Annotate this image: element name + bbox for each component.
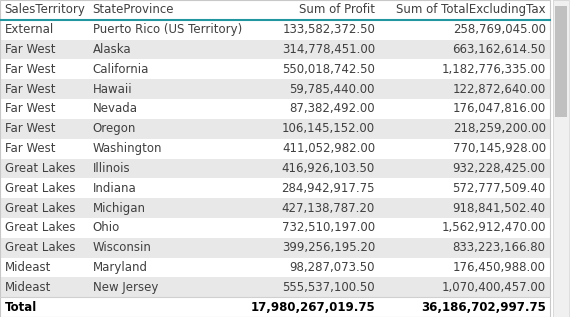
Text: 284,942,917.75: 284,942,917.75 xyxy=(281,182,375,195)
Text: 932,228,425.00: 932,228,425.00 xyxy=(452,162,546,175)
Text: Maryland: Maryland xyxy=(93,261,148,274)
Text: Great Lakes: Great Lakes xyxy=(5,221,75,234)
FancyBboxPatch shape xyxy=(0,238,550,257)
FancyBboxPatch shape xyxy=(0,40,550,60)
Text: 314,778,451.00: 314,778,451.00 xyxy=(282,43,375,56)
Text: Far West: Far West xyxy=(5,142,55,155)
FancyBboxPatch shape xyxy=(0,158,550,178)
Text: Far West: Far West xyxy=(5,63,55,76)
Text: 59,785,440.00: 59,785,440.00 xyxy=(289,83,375,96)
Text: Nevada: Nevada xyxy=(93,102,138,115)
Text: Great Lakes: Great Lakes xyxy=(5,241,75,254)
Text: Ohio: Ohio xyxy=(93,221,120,234)
FancyBboxPatch shape xyxy=(553,0,569,317)
Text: Wisconsin: Wisconsin xyxy=(93,241,152,254)
Text: Illinois: Illinois xyxy=(93,162,130,175)
FancyBboxPatch shape xyxy=(0,139,550,158)
Text: Indiana: Indiana xyxy=(93,182,136,195)
FancyBboxPatch shape xyxy=(0,60,550,79)
Text: StateProvince: StateProvince xyxy=(93,3,174,16)
Text: 1,182,776,335.00: 1,182,776,335.00 xyxy=(442,63,546,76)
FancyBboxPatch shape xyxy=(0,178,550,198)
Text: External: External xyxy=(5,23,54,36)
Text: New Jersey: New Jersey xyxy=(93,281,158,294)
Text: 416,926,103.50: 416,926,103.50 xyxy=(282,162,375,175)
Text: 732,510,197.00: 732,510,197.00 xyxy=(282,221,375,234)
FancyBboxPatch shape xyxy=(0,99,550,119)
FancyBboxPatch shape xyxy=(0,257,550,277)
Text: 258,769,045.00: 258,769,045.00 xyxy=(452,23,546,36)
FancyBboxPatch shape xyxy=(0,119,550,139)
Text: 411,052,982.00: 411,052,982.00 xyxy=(282,142,375,155)
FancyBboxPatch shape xyxy=(0,218,550,238)
Text: 1,562,912,470.00: 1,562,912,470.00 xyxy=(441,221,546,234)
Text: 36,186,702,997.75: 36,186,702,997.75 xyxy=(421,301,546,314)
Text: Far West: Far West xyxy=(5,122,55,135)
Text: Great Lakes: Great Lakes xyxy=(5,182,75,195)
FancyBboxPatch shape xyxy=(0,79,550,99)
Text: Total: Total xyxy=(5,301,37,314)
FancyBboxPatch shape xyxy=(0,198,550,218)
Text: SalesTerritory: SalesTerritory xyxy=(5,3,85,16)
Text: Far West: Far West xyxy=(5,83,55,96)
Text: 87,382,492.00: 87,382,492.00 xyxy=(289,102,375,115)
Text: Washington: Washington xyxy=(93,142,162,155)
Text: 122,872,640.00: 122,872,640.00 xyxy=(452,83,546,96)
Text: Hawaii: Hawaii xyxy=(93,83,132,96)
Text: Mideast: Mideast xyxy=(5,281,51,294)
Text: Sum of Profit: Sum of Profit xyxy=(299,3,375,16)
Text: 770,145,928.00: 770,145,928.00 xyxy=(452,142,546,155)
Text: 663,162,614.50: 663,162,614.50 xyxy=(452,43,546,56)
Text: 17,980,267,019.75: 17,980,267,019.75 xyxy=(251,301,375,314)
Text: 918,841,502.40: 918,841,502.40 xyxy=(452,202,546,215)
Text: 399,256,195.20: 399,256,195.20 xyxy=(282,241,375,254)
Text: 555,537,100.50: 555,537,100.50 xyxy=(283,281,375,294)
Text: Great Lakes: Great Lakes xyxy=(5,202,75,215)
Text: 550,018,742.50: 550,018,742.50 xyxy=(282,63,375,76)
Text: 106,145,152.00: 106,145,152.00 xyxy=(282,122,375,135)
Text: Oregon: Oregon xyxy=(93,122,136,135)
FancyBboxPatch shape xyxy=(0,277,550,297)
FancyBboxPatch shape xyxy=(555,6,567,117)
Text: 176,047,816.00: 176,047,816.00 xyxy=(452,102,546,115)
Text: California: California xyxy=(93,63,149,76)
Text: Sum of TotalExcludingTax: Sum of TotalExcludingTax xyxy=(396,3,546,16)
FancyBboxPatch shape xyxy=(0,0,550,20)
Text: Far West: Far West xyxy=(5,102,55,115)
Text: Michigan: Michigan xyxy=(93,202,146,215)
Text: 133,582,372.50: 133,582,372.50 xyxy=(282,23,375,36)
Text: Great Lakes: Great Lakes xyxy=(5,162,75,175)
Text: Mideast: Mideast xyxy=(5,261,51,274)
Text: 98,287,073.50: 98,287,073.50 xyxy=(289,261,375,274)
Text: 176,450,988.00: 176,450,988.00 xyxy=(452,261,546,274)
Text: 833,223,166.80: 833,223,166.80 xyxy=(452,241,546,254)
Text: 1,070,400,457.00: 1,070,400,457.00 xyxy=(442,281,546,294)
Text: 572,777,509.40: 572,777,509.40 xyxy=(452,182,546,195)
FancyBboxPatch shape xyxy=(0,20,550,40)
FancyBboxPatch shape xyxy=(0,297,550,317)
Text: 218,259,200.00: 218,259,200.00 xyxy=(452,122,546,135)
Text: Puerto Rico (US Territory): Puerto Rico (US Territory) xyxy=(93,23,242,36)
Text: 427,138,787.20: 427,138,787.20 xyxy=(282,202,375,215)
Text: Alaska: Alaska xyxy=(93,43,131,56)
Text: Far West: Far West xyxy=(5,43,55,56)
